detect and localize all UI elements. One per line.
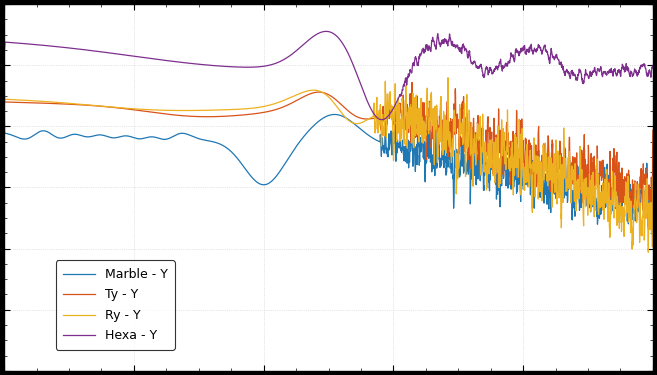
- Hexa - Y: [0, 51, 8, 56]
- Ry - Y: [74, 102, 82, 106]
- Marble - Y: [649, 167, 657, 172]
- Hexa - Y: [74, 47, 82, 51]
- Hexa - Y: [567, 74, 575, 78]
- Hexa - Y: [378, 117, 386, 122]
- Ty - Y: [637, 186, 645, 190]
- Ty - Y: [633, 218, 641, 223]
- Ty - Y: [249, 112, 257, 116]
- Line: Marble - Y: Marble - Y: [4, 99, 653, 228]
- Ty - Y: [113, 105, 121, 110]
- Ty - Y: [408, 80, 416, 85]
- Line: Ry - Y: Ry - Y: [4, 78, 653, 252]
- Marble - Y: [74, 132, 82, 137]
- Ty - Y: [277, 105, 285, 110]
- Marble - Y: [645, 226, 652, 231]
- Line: Ty - Y: Ty - Y: [4, 82, 653, 220]
- Marble - Y: [0, 97, 8, 102]
- Ty - Y: [566, 164, 574, 169]
- Line: Hexa - Y: Hexa - Y: [4, 32, 653, 120]
- Marble - Y: [277, 167, 285, 172]
- Hexa - Y: [249, 65, 257, 69]
- Marble - Y: [566, 171, 574, 175]
- Ry - Y: [0, 83, 8, 88]
- Ry - Y: [444, 75, 452, 80]
- Ry - Y: [566, 180, 574, 184]
- Ry - Y: [637, 201, 645, 205]
- Hexa - Y: [322, 29, 330, 34]
- Ry - Y: [249, 106, 257, 110]
- Ry - Y: [645, 250, 652, 255]
- Ty - Y: [74, 102, 82, 107]
- Ry - Y: [277, 99, 285, 104]
- Ry - Y: [113, 105, 121, 110]
- Legend: Marble - Y, Ty - Y, Ry - Y, Hexa - Y: Marble - Y, Ty - Y, Ry - Y, Hexa - Y: [56, 260, 175, 350]
- Hexa - Y: [277, 59, 285, 63]
- Marble - Y: [113, 135, 121, 140]
- Ty - Y: [0, 85, 8, 90]
- Ty - Y: [649, 128, 657, 132]
- Marble - Y: [636, 206, 644, 210]
- Hexa - Y: [649, 64, 657, 68]
- Hexa - Y: [113, 52, 121, 56]
- Ry - Y: [649, 175, 657, 180]
- Hexa - Y: [637, 66, 645, 70]
- Marble - Y: [249, 176, 257, 181]
